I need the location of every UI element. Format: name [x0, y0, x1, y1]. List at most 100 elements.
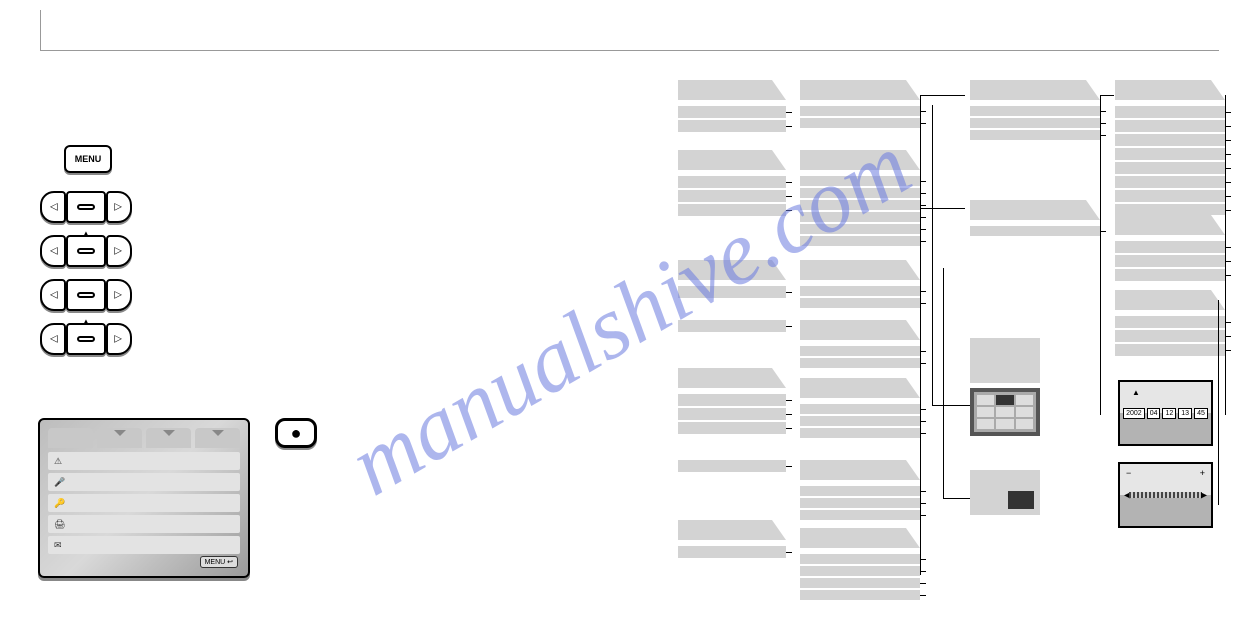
warning-icon: ⚠ — [54, 456, 62, 467]
menu-item[interactable] — [1115, 162, 1225, 174]
menu-item[interactable] — [800, 298, 920, 308]
menu-item[interactable] — [800, 286, 920, 296]
menu-group — [1115, 80, 1225, 216]
menu-item[interactable] — [970, 226, 1100, 236]
connector-line — [932, 405, 970, 406]
connector-line — [1218, 300, 1219, 505]
menu-item[interactable] — [970, 118, 1100, 128]
menu-item[interactable] — [800, 212, 920, 222]
record-button[interactable]: ● — [275, 418, 317, 448]
rocker-3[interactable]: ◁▷ — [40, 279, 132, 311]
rocker-2[interactable]: ▲ ◁▷ — [40, 235, 132, 267]
menu-item[interactable] — [970, 106, 1100, 116]
triangle-right-icon: ▶ — [1201, 491, 1207, 500]
lcd-row[interactable]: ⚠ — [48, 452, 240, 470]
menu-item[interactable] — [800, 566, 920, 576]
menu-item[interactable] — [800, 118, 920, 128]
rocker-mid[interactable] — [66, 191, 106, 223]
menu-item[interactable] — [800, 428, 920, 438]
menu-header — [800, 320, 920, 340]
menu-item[interactable] — [800, 578, 920, 588]
menu-item[interactable] — [800, 236, 920, 246]
menu-item[interactable] — [678, 190, 786, 202]
menu-header — [1115, 215, 1225, 235]
menu-item[interactable] — [800, 200, 920, 210]
menu-header — [678, 368, 786, 388]
lcd-row[interactable]: ✉ — [48, 536, 240, 554]
print-icon: 🖨 — [54, 519, 65, 530]
menu-item[interactable] — [800, 416, 920, 426]
lcd-tab[interactable] — [195, 428, 240, 448]
menu-item[interactable] — [800, 510, 920, 520]
menu-item[interactable] — [1115, 106, 1225, 118]
menu-item[interactable] — [678, 176, 786, 188]
menu-item[interactable] — [1115, 255, 1225, 267]
menu-item[interactable] — [800, 590, 920, 600]
header-rule — [40, 50, 1219, 51]
preview-card — [970, 338, 1040, 383]
menu-item[interactable] — [678, 106, 786, 118]
connector-line — [1100, 95, 1101, 415]
menu-item[interactable] — [1115, 330, 1225, 342]
menu-item[interactable] — [678, 394, 786, 406]
menu-item[interactable] — [678, 120, 786, 132]
menu-item[interactable] — [1115, 120, 1225, 132]
connector-line — [943, 268, 944, 498]
menu-item[interactable] — [800, 106, 920, 116]
mic-icon: 🎤 — [54, 477, 65, 488]
preview-card — [970, 470, 1040, 515]
lcd-tab[interactable] — [48, 428, 93, 448]
rocker-4[interactable]: ▲ ◁▷ — [40, 323, 132, 355]
menu-header — [1115, 290, 1225, 310]
menu-item[interactable] — [800, 346, 920, 356]
menu-item[interactable] — [1115, 176, 1225, 188]
menu-item[interactable] — [800, 358, 920, 368]
menu-item[interactable] — [678, 204, 786, 216]
lcd-row[interactable]: 🔑 — [48, 494, 240, 512]
menu-item[interactable] — [800, 554, 920, 564]
connector-line — [920, 208, 965, 209]
menu-header — [800, 80, 920, 100]
rocker-right[interactable]: ▷ — [106, 191, 132, 223]
menu-item[interactable] — [800, 176, 920, 186]
menu-item[interactable] — [678, 408, 786, 420]
rocker-left[interactable]: ◁ — [40, 191, 66, 223]
menu-item[interactable] — [1115, 190, 1225, 202]
menu-button[interactable]: MENU — [64, 145, 112, 173]
lcd-tab[interactable] — [97, 428, 142, 448]
menu-item[interactable] — [970, 130, 1100, 140]
menu-item[interactable] — [800, 498, 920, 508]
menu-item[interactable] — [1115, 344, 1225, 356]
menu-item[interactable] — [1115, 241, 1225, 253]
menu-item[interactable] — [678, 460, 786, 472]
mail-icon: ✉ — [54, 540, 62, 551]
menu-item[interactable] — [678, 286, 786, 298]
connector-line — [1100, 95, 1114, 96]
triangle-left-icon: ◁ — [50, 202, 58, 213]
menu-item[interactable] — [800, 188, 920, 198]
menu-header — [678, 260, 786, 280]
menu-item[interactable] — [1115, 316, 1225, 328]
lcd-row[interactable]: 🖨 — [48, 515, 240, 533]
connector-line — [1225, 95, 1226, 415]
menu-item[interactable] — [678, 422, 786, 434]
rocker-1[interactable]: ◁ ▷ — [40, 191, 132, 223]
menu-item[interactable] — [678, 546, 786, 558]
menu-item[interactable] — [1115, 148, 1225, 160]
menu-header — [678, 80, 786, 100]
menu-item[interactable] — [800, 224, 920, 234]
menu-header — [678, 520, 786, 540]
menu-button-label: MENU — [75, 154, 102, 164]
menu-item[interactable] — [1115, 269, 1225, 281]
lcd-tab[interactable] — [146, 428, 191, 448]
menu-item[interactable] — [1115, 134, 1225, 146]
menu-group — [678, 368, 786, 434]
menu-item[interactable] — [678, 320, 786, 332]
menu-item[interactable] — [800, 486, 920, 496]
menu-group — [800, 80, 920, 128]
lcd-row[interactable]: 🎤 — [48, 473, 240, 491]
menu-group — [800, 378, 920, 438]
menu-item[interactable] — [800, 404, 920, 414]
slider-track[interactable] — [1129, 492, 1202, 498]
record-dot-icon: ● — [291, 423, 302, 444]
